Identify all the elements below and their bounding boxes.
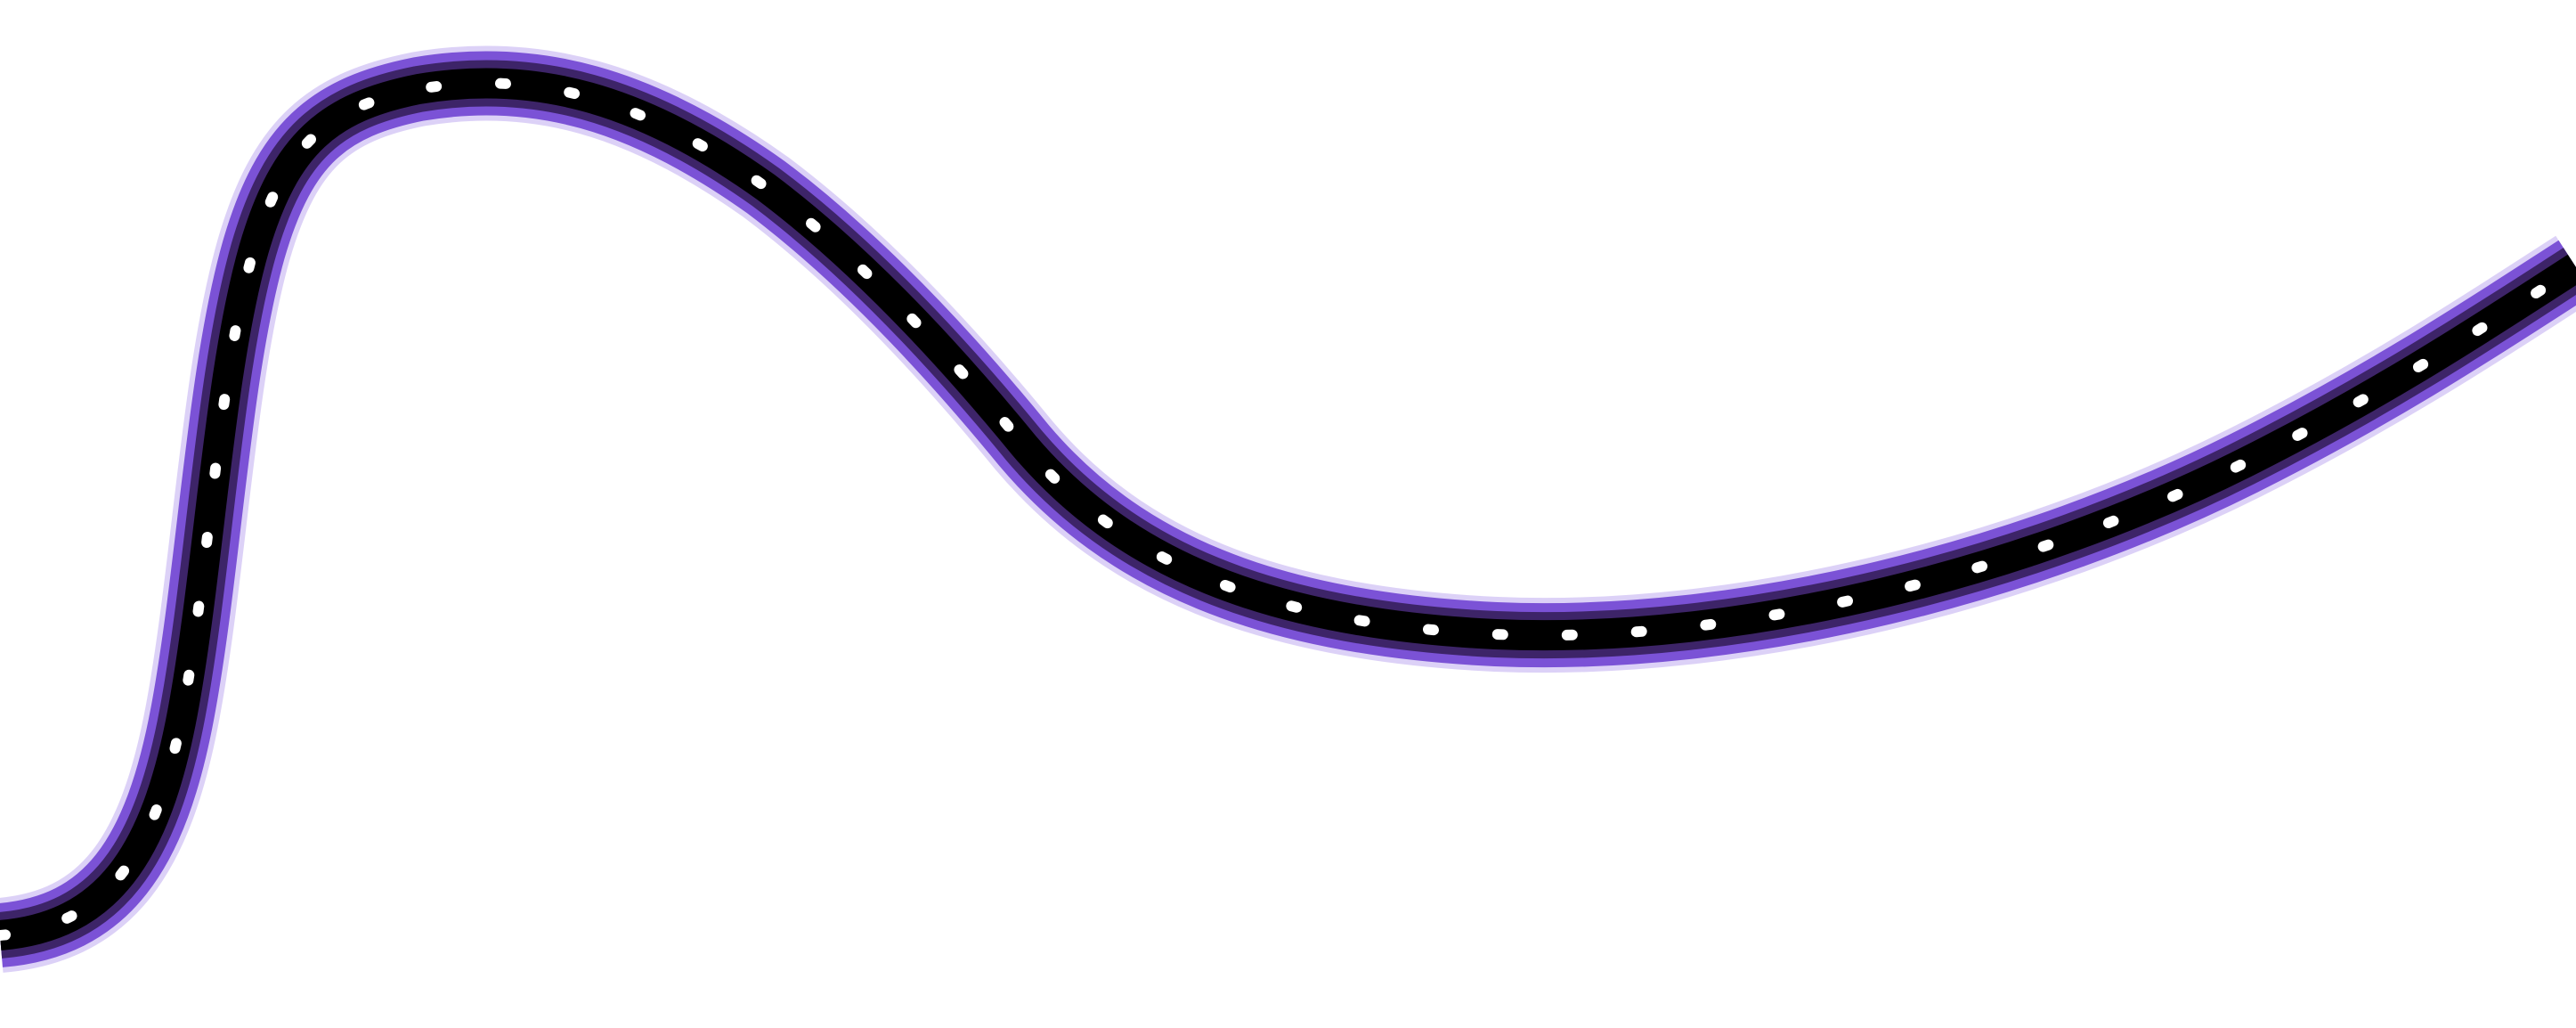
road-mid-band (0, 60, 2576, 959)
road-center-dashes (0, 78, 2576, 941)
road-group (0, 45, 2576, 973)
